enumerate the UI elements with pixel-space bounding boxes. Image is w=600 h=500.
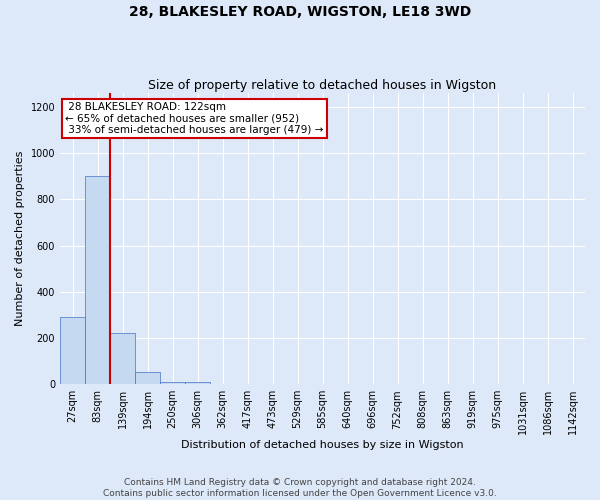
Y-axis label: Number of detached properties: Number of detached properties [15, 151, 25, 326]
Text: 28 BLAKESLEY ROAD: 122sqm
← 65% of detached houses are smaller (952)
 33% of sem: 28 BLAKESLEY ROAD: 122sqm ← 65% of detac… [65, 102, 323, 135]
Text: 28, BLAKESLEY ROAD, WIGSTON, LE18 3WD: 28, BLAKESLEY ROAD, WIGSTON, LE18 3WD [129, 5, 471, 19]
Bar [135, 372, 160, 384]
Title: Size of property relative to detached houses in Wigston: Size of property relative to detached ho… [148, 79, 497, 92]
Text: Contains HM Land Registry data © Crown copyright and database right 2024.
Contai: Contains HM Land Registry data © Crown c… [103, 478, 497, 498]
Bar [110, 334, 135, 384]
X-axis label: Distribution of detached houses by size in Wigston: Distribution of detached houses by size … [181, 440, 464, 450]
Bar [60, 317, 85, 384]
Bar [185, 382, 210, 384]
Bar [85, 176, 110, 384]
Bar [160, 382, 185, 384]
